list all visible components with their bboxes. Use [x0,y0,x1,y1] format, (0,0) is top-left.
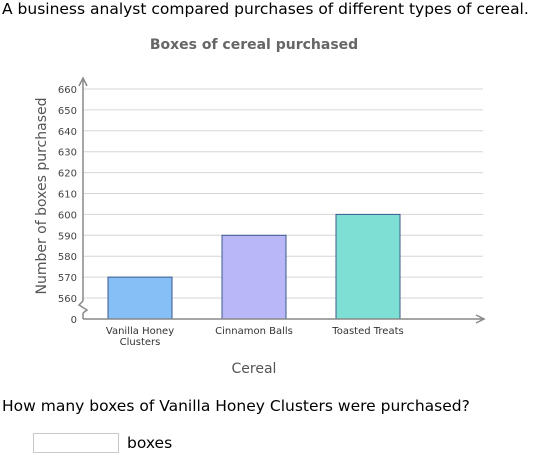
y-tick-label: 590 [58,231,77,242]
x-category-label: Vanilla Honey [106,326,174,337]
y-tick-label: 640 [58,127,77,138]
y-tick-label: 660 [58,85,77,96]
intro-text: A business analyst compared purchases of… [2,0,529,18]
bars [107,213,401,320]
bar [335,213,401,320]
axes [77,76,486,324]
y-tick-label: 610 [58,190,77,201]
y-tick-label: 600 [58,210,77,221]
y-axis-title: Number of boxes purchased [34,97,50,294]
y-tick-label: 580 [58,252,77,263]
bar [221,234,287,320]
chart-title: Boxes of cereal purchased [150,37,358,53]
bar-chart: Boxes of cereal purchased 660 650 640 630 62… [34,37,486,377]
y-tick-label: 620 [58,169,77,180]
axis-break-mark [77,300,89,314]
question-text: How many boxes of Vanilla Honey Clusters… [2,397,470,415]
x-category-label: Clusters [120,337,161,348]
answer-input[interactable] [33,433,119,453]
answer-unit: boxes [127,434,173,452]
x-axis-arrow [475,314,486,324]
y-axis-arrow [78,76,88,87]
y-tick-label: 630 [58,148,77,159]
x-axis-title: Cereal [232,361,277,377]
y-tick-label: 0 [71,315,77,326]
bar [107,276,173,320]
y-tick-label: 560 [58,294,77,305]
x-category-label: Cinnamon Balls [215,326,293,337]
x-category-label: Toasted Treats [331,326,403,337]
y-tick-label: 570 [58,273,77,284]
y-tick-labels: 660 650 640 630 620 610 600 590 580 570 560 0 [58,85,77,326]
y-tick-label: 650 [58,106,77,117]
